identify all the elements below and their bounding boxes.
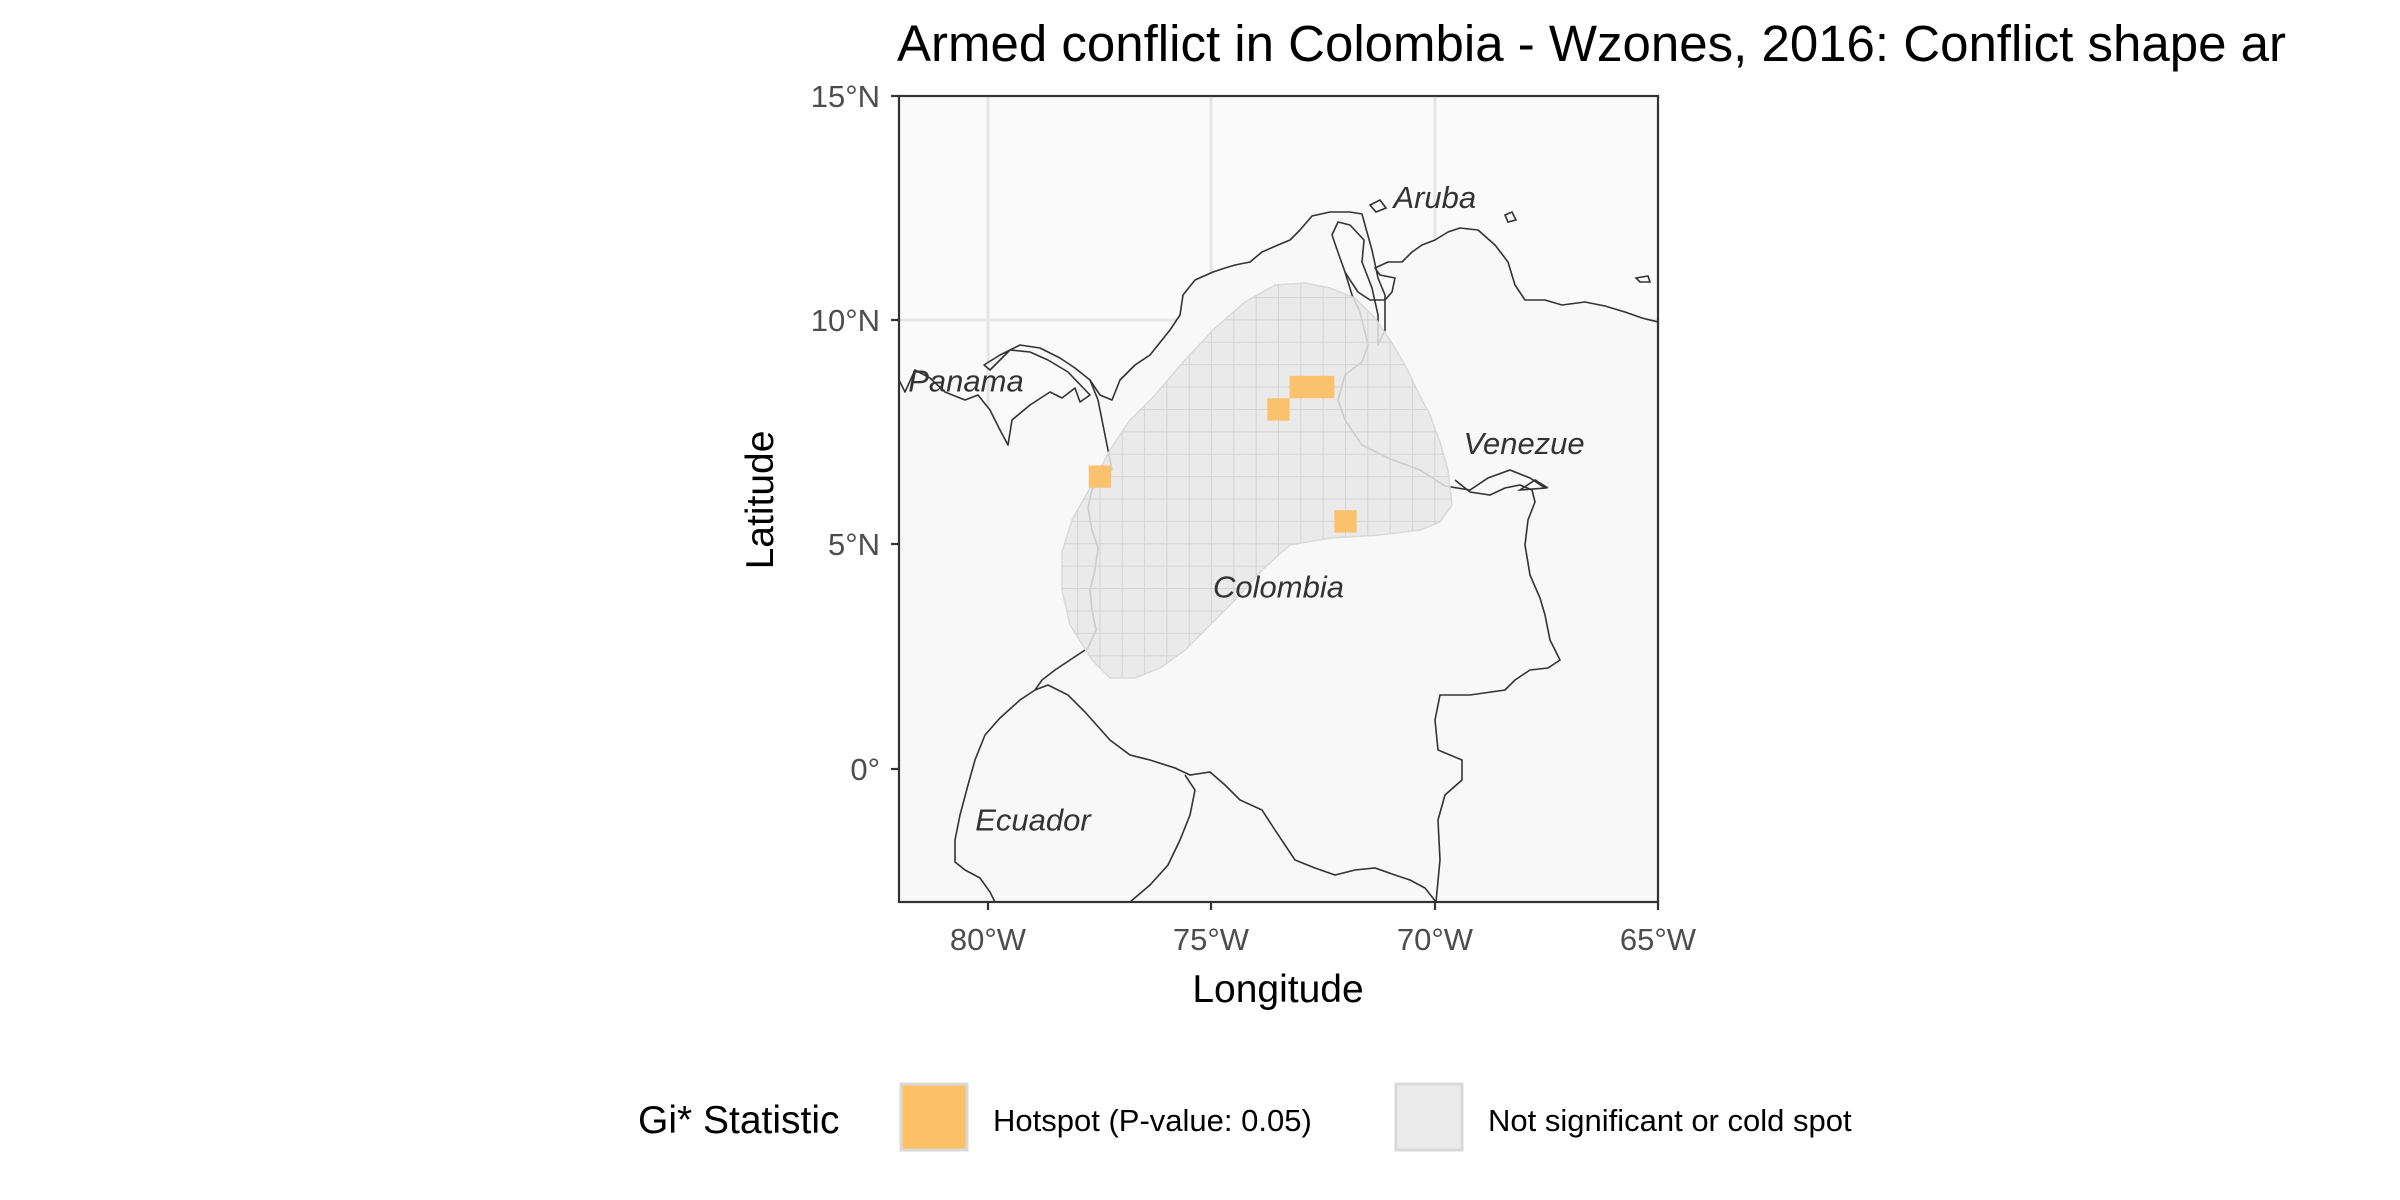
- curacao-island: [1503, 210, 1518, 223]
- x-tick-label: 65°W: [1620, 922, 1697, 957]
- panel-border: [897, 94, 1660, 904]
- place-label: Panama: [908, 364, 1023, 399]
- legend: Gi* Statistic Hotspot (P-value: 0.05) No…: [638, 1082, 1852, 1152]
- peru-border: [1129, 774, 1196, 902]
- x-axis-title: Longitude: [1192, 968, 1363, 1011]
- y-tick-label: 0°: [850, 752, 880, 787]
- map-title: Armed conflict in Colombia - Wzones, 201…: [897, 15, 2286, 72]
- x-tick-labels: 80°W 75°W 70°W 65°W: [950, 922, 1697, 957]
- hotspot-cells: [1088, 375, 1357, 533]
- legend-title: Gi* Statistic: [638, 1099, 840, 1142]
- panama-colombia-border: [1089, 379, 1113, 471]
- hotspot-cell: [1289, 375, 1312, 399]
- place-label: Colombia: [1213, 570, 1344, 605]
- venezuela-border-south: [1434, 479, 1562, 902]
- hotspot-cell: [1088, 465, 1112, 488]
- y-tick-label: 15°N: [811, 79, 880, 114]
- legend-key-not-significant: [1394, 1082, 1464, 1152]
- y-tick-label: 10°N: [811, 303, 880, 338]
- x-tick-label: 80°W: [950, 922, 1027, 957]
- hotspot-cell: [1267, 398, 1290, 421]
- y-tick-label: 5°N: [828, 527, 880, 562]
- legend-label-hotspot: Hotspot (P-value: 0.05): [993, 1103, 1312, 1138]
- colombia-ecuador-border: [1034, 684, 1437, 902]
- place-label: Aruba: [1391, 180, 1476, 215]
- legend-label-not-significant: Not significant or cold spot: [1488, 1103, 1852, 1138]
- place-labels: Aruba Panama Venezue Colombia Ecuador: [908, 180, 1584, 837]
- place-label: Ecuador: [975, 802, 1092, 837]
- land-mass: [899, 211, 1658, 902]
- place-label: Venezue: [1463, 426, 1584, 461]
- y-ticks: [891, 94, 899, 771]
- x-tick-label: 75°W: [1173, 922, 1250, 957]
- aruba-island: [1368, 198, 1388, 213]
- hotspot-cell: [1334, 510, 1357, 533]
- ecuador-coast: [954, 689, 1036, 902]
- legend-key-hotspot: [899, 1082, 969, 1152]
- y-tick-labels: 15°N 10°N 5°N 0°: [811, 79, 880, 787]
- east-island: [1634, 275, 1652, 283]
- y-axis-title: Latitude: [739, 431, 782, 570]
- x-ticks: [986, 902, 1660, 910]
- x-tick-label: 70°W: [1397, 922, 1474, 957]
- hotspot-cell: [1311, 375, 1335, 399]
